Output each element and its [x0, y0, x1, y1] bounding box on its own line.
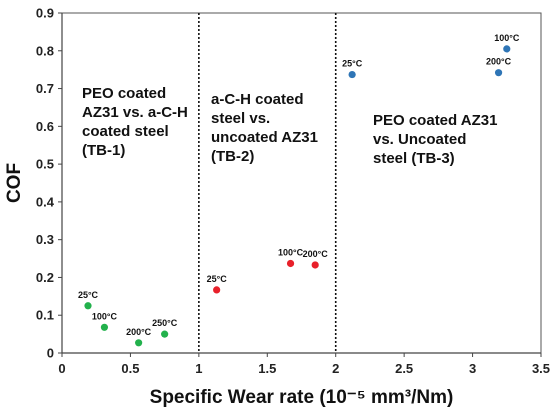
region-label-line: steel (TB-3): [373, 150, 455, 167]
data-point: [100, 323, 109, 331]
region-label-line: a-C-H coated: [211, 91, 304, 108]
y-tick-label: 0.1: [36, 308, 54, 323]
region-label-line: coated steel: [82, 123, 169, 140]
data-point: [286, 259, 295, 268]
y-tick-label: 0.2: [36, 270, 54, 285]
data-point: [213, 286, 221, 294]
region-label-2: a-C-H coated steel vs. uncoated AZ31 (TB-2): [211, 91, 318, 165]
data-point-label: 200°C: [126, 327, 152, 337]
x-axis-title: Specific Wear rate (10⁻⁵ mm³/Nm): [150, 387, 454, 408]
y-tick-label: 0.3: [36, 232, 54, 247]
data-point: [135, 339, 143, 347]
data-point-label: 100°C: [92, 311, 118, 321]
x-tick-label: 0.5: [121, 361, 139, 376]
axes: [58, 12, 542, 357]
region-label-line: (TB-2): [211, 148, 254, 165]
data-point-label: 25°C: [78, 290, 99, 300]
region-label-line: uncoated AZ31: [211, 129, 318, 146]
region-labels: PEO coated AZ31 vs. a-C-H coated steel (TB-…: [82, 85, 497, 167]
data-point: [503, 45, 511, 53]
plot-area: [61, 12, 542, 354]
y-tick-label: 0.4: [36, 194, 55, 209]
data-point-label: 100°C: [278, 247, 304, 257]
x-tick-label: 1.5: [258, 361, 276, 376]
y-tick-label: 0.8: [36, 43, 54, 58]
data-point-label: 25°C: [207, 274, 228, 284]
x-tick-label: 3: [469, 361, 476, 376]
x-tick-label: 2.5: [395, 361, 413, 376]
region-label-line: (TB-1): [82, 142, 125, 159]
data-point: [311, 261, 319, 269]
region-dividers: [198, 13, 337, 353]
data-point-label: 200°C: [486, 57, 512, 67]
data-point-label: 200°C: [303, 249, 329, 259]
plot-border: [61, 12, 542, 354]
region-label-1: PEO coated AZ31 vs. a-C-H coated steel (TB-…: [82, 85, 188, 159]
x-tick-label: 3.5: [532, 361, 550, 376]
y-tick-label: 0: [47, 346, 54, 361]
data-point: [161, 330, 169, 338]
y-tick-label: 0.7: [36, 81, 54, 96]
data-point-label: 25°C: [342, 59, 363, 69]
data-point-label: 100°C: [494, 33, 520, 43]
region-label-line: vs. Uncoated: [373, 131, 466, 148]
y-tick-label: 0.6: [36, 119, 54, 134]
x-tick-label: 1: [195, 361, 202, 376]
region-label-line: steel vs.: [211, 110, 270, 127]
data-point: [84, 302, 92, 310]
y-axis-title: COF: [4, 163, 25, 203]
region-label-line: PEO coated: [82, 85, 166, 102]
region-label-3: PEO coated AZ31 vs. Uncoated steel (TB-3): [373, 112, 497, 167]
data-point: [494, 69, 503, 77]
data-point: [348, 70, 356, 79]
x-tick-label: 0: [58, 361, 65, 376]
y-tick-label: 0.9: [36, 6, 54, 21]
data-point-label: 250°C: [152, 318, 178, 328]
x-tick-labels: 0 0.5 1 1.5 2 2.5 3 3.5: [58, 361, 550, 376]
region-label-line: PEO coated AZ31: [373, 112, 497, 129]
x-tick-label: 2: [332, 361, 339, 376]
y-tick-labels: 0 0.1 0.2 0.3 0.4 0.5 0.6 0.7 0.8 0.9: [36, 6, 55, 361]
region-label-line: AZ31 vs. a-C-H: [82, 104, 188, 121]
y-tick-label: 0.5: [36, 157, 54, 172]
